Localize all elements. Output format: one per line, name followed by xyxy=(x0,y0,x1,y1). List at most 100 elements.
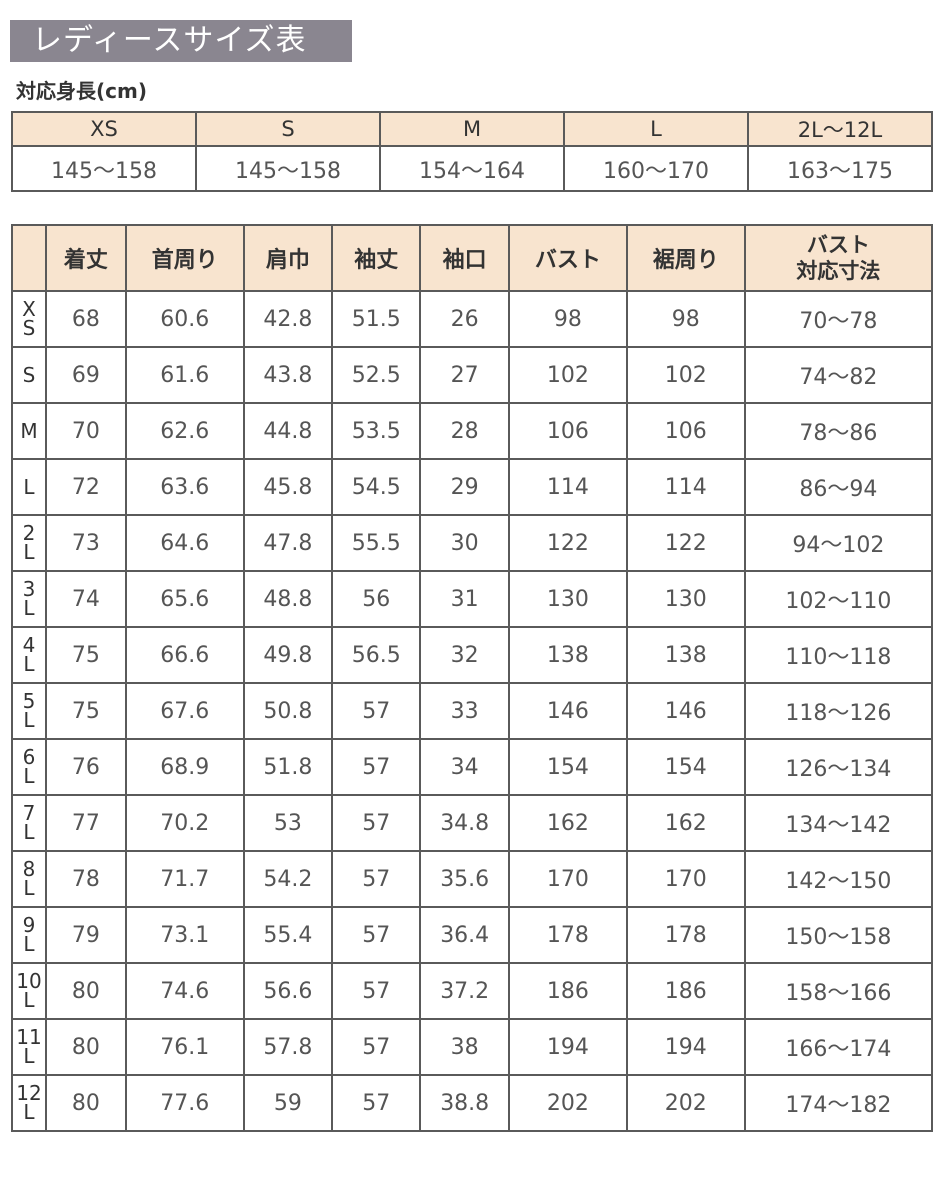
value-cell: 106 xyxy=(625,402,746,460)
value-cell: 51.8 xyxy=(242,738,334,796)
size-label-char: L xyxy=(23,764,35,788)
value-cell: 102〜110 xyxy=(743,570,934,628)
size-label-char: S xyxy=(22,362,36,387)
value-cell: 57 xyxy=(331,738,422,796)
value-cell: 55.4 xyxy=(242,906,334,964)
value-cell: 122 xyxy=(507,514,628,572)
height-range-cell: 145〜158 xyxy=(11,145,197,192)
size-header: 2L〜12L xyxy=(747,111,933,147)
value-cell: 158〜166 xyxy=(743,962,934,1020)
value-cell: 72 xyxy=(45,458,127,516)
corner-cell xyxy=(11,224,47,292)
value-cell: 70.2 xyxy=(124,794,245,852)
value-cell: 74〜82 xyxy=(743,346,934,404)
table-row: 6 L 76 68.9 51.8 57 34 154 154 126〜134 xyxy=(11,738,934,796)
table-row: M 70 62.6 44.8 53.5 28 106 106 78〜86 xyxy=(11,402,934,460)
column-header-bust-range: バスト 対応寸法 xyxy=(743,224,934,292)
page-title: レディースサイズ表 xyxy=(10,20,352,62)
value-cell: 186 xyxy=(507,962,628,1020)
height-range-cell: 154〜164 xyxy=(379,145,565,192)
size-label-char: L xyxy=(23,596,35,620)
column-header: バスト xyxy=(507,224,628,292)
value-cell: 73.1 xyxy=(124,906,245,964)
value-cell: 78〜86 xyxy=(743,402,934,460)
value-cell: 162 xyxy=(625,794,746,852)
value-cell: 110〜118 xyxy=(743,626,934,684)
table-row: 11 L 80 76.1 57.8 57 38 194 194 166〜174 xyxy=(11,1018,934,1076)
value-cell: 65.6 xyxy=(124,570,245,628)
value-cell: 74.6 xyxy=(124,962,245,1020)
value-cell: 43.8 xyxy=(242,346,334,404)
table-row: 5 L 75 67.6 50.8 57 33 146 146 118〜126 xyxy=(11,682,934,740)
value-cell: 48.8 xyxy=(242,570,334,628)
value-cell: 64.6 xyxy=(124,514,245,572)
value-cell: 102 xyxy=(507,346,628,404)
value-cell: 53 xyxy=(242,794,334,852)
value-cell: 54.2 xyxy=(242,850,334,908)
size-label-char: M xyxy=(20,418,38,443)
value-cell: 44.8 xyxy=(242,402,334,460)
column-header: 肩巾 xyxy=(242,224,334,292)
value-cell: 178 xyxy=(625,906,746,964)
column-header: 着丈 xyxy=(45,224,127,292)
size-label-char: X xyxy=(22,297,36,321)
size-header: XS xyxy=(11,111,197,147)
size-label-char: 10 xyxy=(16,969,42,993)
column-header: 袖丈 xyxy=(331,224,422,292)
value-cell: 68.9 xyxy=(124,738,245,796)
value-cell: 118〜126 xyxy=(743,682,934,740)
size-label-char: 5 xyxy=(22,689,36,713)
value-cell: 202 xyxy=(507,1074,628,1132)
table-row: 7 L 77 70.2 53 57 34.8 162 162 134〜142 xyxy=(11,794,934,852)
table-row: 4 L 75 66.6 49.8 56.5 32 138 138 110〜118 xyxy=(11,626,934,684)
value-cell: 68 xyxy=(45,290,127,348)
value-cell: 150〜158 xyxy=(743,906,934,964)
size-label-char: 6 xyxy=(22,745,36,769)
value-cell: 60.6 xyxy=(124,290,245,348)
value-cell: 57.8 xyxy=(242,1018,334,1076)
value-cell: 114 xyxy=(625,458,746,516)
value-cell: 55.5 xyxy=(331,514,422,572)
value-cell: 31 xyxy=(419,570,510,628)
table-row: L 72 63.6 45.8 54.5 29 114 114 86〜94 xyxy=(11,458,934,516)
table-row: 9 L 79 73.1 55.4 57 36.4 178 178 150〜158 xyxy=(11,906,934,964)
value-cell: 61.6 xyxy=(124,346,245,404)
value-cell: 80 xyxy=(45,1018,127,1076)
value-cell: 42.8 xyxy=(242,290,334,348)
size-label-char: 4 xyxy=(22,633,36,657)
table-row: 10 L 80 74.6 56.6 57 37.2 186 186 158〜166 xyxy=(11,962,934,1020)
size-label-char: L xyxy=(23,540,35,564)
value-cell: 75 xyxy=(45,626,127,684)
size-label-char: L xyxy=(23,876,35,900)
value-cell: 57 xyxy=(331,906,422,964)
value-cell: 202 xyxy=(625,1074,746,1132)
value-cell: 53.5 xyxy=(331,402,422,460)
value-cell: 146 xyxy=(507,682,628,740)
value-cell: 38.8 xyxy=(419,1074,510,1132)
value-cell: 130 xyxy=(507,570,628,628)
height-table: XS S M L 2L〜12L 145〜158 145〜158 154〜164 160〜170… xyxy=(11,111,933,192)
size-label: 11 L xyxy=(11,1018,47,1076)
value-cell: 57 xyxy=(331,850,422,908)
value-cell: 54.5 xyxy=(331,458,422,516)
height-table-header-row: XS S M L 2L〜12L xyxy=(11,111,933,147)
size-label: M xyxy=(11,402,47,460)
value-cell: 71.7 xyxy=(124,850,245,908)
value-cell: 162 xyxy=(507,794,628,852)
value-cell: 50.8 xyxy=(242,682,334,740)
value-cell: 94〜102 xyxy=(743,514,934,572)
value-cell: 126〜134 xyxy=(743,738,934,796)
value-cell: 57 xyxy=(331,794,422,852)
size-table-header-row: 着丈 首周り 肩巾 袖丈 袖口 バスト 裾周り バスト 対応寸法 xyxy=(11,224,934,292)
size-header: M xyxy=(379,111,565,147)
size-label-char: 9 xyxy=(22,913,36,937)
table-row: S 69 61.6 43.8 52.5 27 102 102 74〜82 xyxy=(11,346,934,404)
value-cell: 114 xyxy=(507,458,628,516)
size-label: 10 L xyxy=(11,962,47,1020)
value-cell: 186 xyxy=(625,962,746,1020)
value-cell: 26 xyxy=(419,290,510,348)
